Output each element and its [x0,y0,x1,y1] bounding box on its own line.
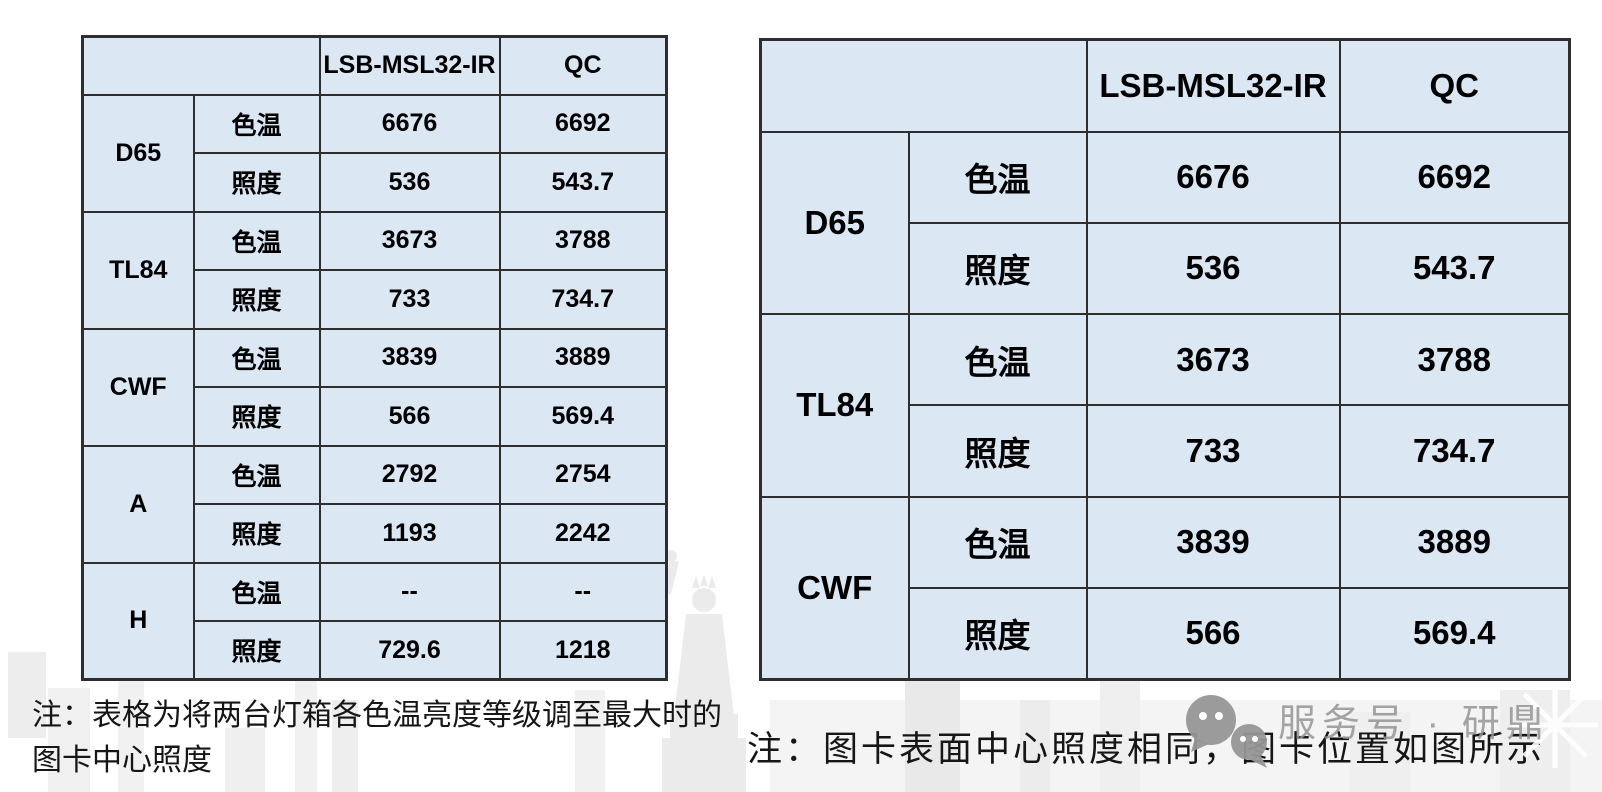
illuminant-cell: CWF [81,327,195,447]
value-cell: 566 [318,386,501,447]
illuminant-cell: TL84 [81,210,195,330]
metric-label-cell: 照度 [192,386,321,447]
column-header-lsb: LSB-MSL32-IR [318,35,501,96]
value-cell: 536 [1085,221,1341,316]
value-cell: 3788 [498,210,668,271]
metric-label-cell: 色温 [192,327,321,388]
metric-label-cell: 照度 [192,152,321,213]
value-cell: 536 [318,152,501,213]
illuminant-cell: CWF [759,495,910,681]
value-cell: 733 [318,269,501,330]
metric-label-cell: 照度 [192,269,321,330]
metric-label-cell: 色温 [907,130,1088,224]
empty-corner-cell [81,35,321,96]
metric-label-cell: 照度 [907,221,1088,316]
value-cell: 734.7 [498,269,668,330]
value-cell: 3788 [1338,313,1571,407]
value-cell: 566 [1085,586,1341,681]
value-cell: -- [318,561,501,622]
value-cell: 3889 [1338,495,1571,589]
metric-label-cell: 色温 [192,210,321,271]
metric-label-cell: 色温 [192,93,321,154]
value-cell: 1218 [498,620,668,681]
building-silhouette [1350,712,1410,792]
left-table-footnote: 注：表格为将两台灯箱各色温亮度等级调至最大时的 图卡中心照度 [32,693,722,783]
building-silhouette [1100,680,1140,792]
value-cell: 733 [1085,404,1341,498]
column-header-lsb: LSB-MSL32-IR [1085,38,1341,133]
building-silhouette [905,668,960,792]
metric-label-cell: 照度 [192,620,321,681]
column-header-qc: QC [498,35,668,96]
value-cell: 3839 [1085,495,1341,589]
metric-label-cell: 色温 [907,313,1088,407]
metric-label-cell: 照度 [907,586,1088,681]
value-cell: 6676 [318,93,501,154]
metric-label-cell: 色温 [907,495,1088,589]
value-cell: 6692 [498,93,668,154]
value-cell: -- [498,561,668,622]
value-cell: 569.4 [498,386,668,447]
building-silhouette [48,688,90,792]
metric-label-cell: 照度 [907,404,1088,498]
value-cell: 2792 [318,444,501,505]
illuminant-cell: D65 [759,130,910,316]
service-account-watermark: 服务号 · 研鼎 [1278,703,1550,745]
illuminant-cell: D65 [81,93,195,213]
illuminant-cell: A [81,444,195,564]
value-cell: 6676 [1085,130,1341,224]
right-comparison-table: LSB-MSL32-IR QC D65 色温 6676 6692 照度 536 … [759,38,1571,681]
statue-of-liberty-silhouette [662,550,746,792]
wechat-icon [1186,695,1267,768]
metric-label-cell: 照度 [192,503,321,564]
building-silhouette [1020,700,1050,792]
building-silhouette [225,728,265,792]
value-cell: 543.7 [1338,221,1571,316]
building-silhouette [8,652,46,738]
value-cell: 729.6 [318,620,501,681]
right-table-footnote: 注：图卡表面中心照度相同，图卡位置如图所示 [747,730,1546,769]
column-header-qc: QC [1338,38,1571,133]
empty-corner-cell [759,38,1088,133]
illuminant-cell: TL84 [759,313,910,498]
value-cell: 2754 [498,444,668,505]
building-silhouette [575,690,605,792]
value-cell: 734.7 [1338,404,1571,498]
left-comparison-table: LSB-MSL32-IR QC D65 色温 6676 6692 照度 536 … [81,35,668,681]
footnote-line: 注：表格为将两台灯箱各色温亮度等级调至最大时的 [32,699,722,732]
starburst-decoration [1512,682,1598,768]
value-cell: 543.7 [498,152,668,213]
building-silhouette [332,700,358,792]
value-cell: 569.4 [1338,586,1571,681]
footnote-line: 图卡中心照度 [32,744,212,777]
illuminant-cell: H [81,561,195,681]
value-cell: 3839 [318,327,501,388]
value-cell: 2242 [498,503,668,564]
value-cell: 3673 [1085,313,1341,407]
metric-label-cell: 色温 [192,561,321,622]
value-cell: 3889 [498,327,668,388]
value-cell: 6692 [1338,130,1571,224]
value-cell: 1193 [318,503,501,564]
metric-label-cell: 色温 [192,444,321,505]
value-cell: 3673 [318,210,501,271]
